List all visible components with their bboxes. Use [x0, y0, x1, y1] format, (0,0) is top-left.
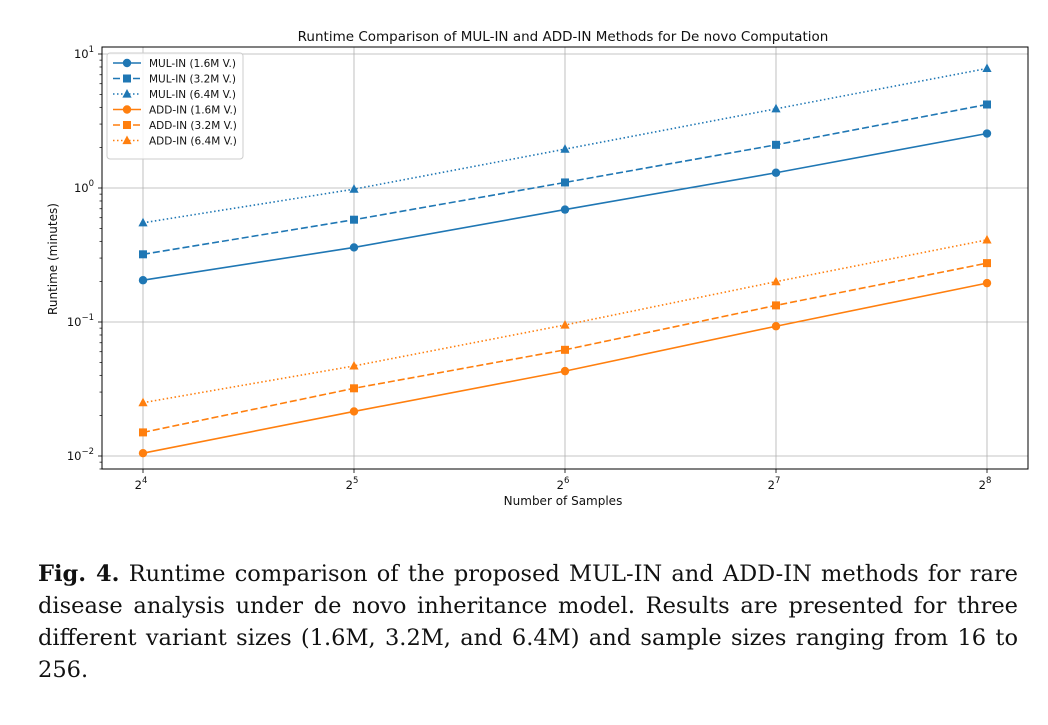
data-point	[349, 184, 359, 193]
plot-area: 24 25 26 27 28 101 100 10−1 10−2 MUL-IN (1.6M V.)…	[67, 45, 1029, 492]
data-point	[771, 103, 781, 113]
data-point	[982, 63, 992, 73]
data-point	[561, 345, 569, 354]
x-tick-label: 27	[768, 476, 781, 492]
data-point	[982, 278, 992, 288]
data-point	[772, 140, 780, 149]
chart-svg: Runtime Comparison of MUL-IN and ADD-IN …	[46, 29, 1029, 508]
series-line-1	[142, 103, 988, 256]
data-point	[560, 205, 570, 214]
chart-title: Runtime Comparison of MUL-IN and ADD-IN …	[298, 29, 829, 45]
legend-marker	[122, 135, 132, 145]
data-point	[560, 144, 570, 153]
legend-marker	[123, 121, 131, 129]
y-tick-label: 100	[74, 179, 94, 195]
x-axis-label: Number of Samples	[504, 494, 623, 508]
legend-label: ADD-IN (3.2M V.)	[149, 120, 237, 132]
data-point	[771, 168, 781, 177]
legend-box	[106, 52, 244, 160]
caption-text: Runtime comparison of the proposed MUL-I…	[38, 561, 1018, 683]
legend-label: ADD-IN (6.4M V.)	[149, 136, 237, 148]
legend-marker	[122, 58, 132, 68]
data-point	[138, 448, 148, 458]
x-tick-label: 26	[557, 476, 570, 492]
legend-label: MUL-IN (6.4M V.)	[149, 89, 236, 101]
data-point	[983, 100, 991, 109]
data-point	[561, 178, 569, 187]
runtime-chart: Runtime Comparison of MUL-IN and ADD-IN …	[46, 29, 1029, 508]
data-point	[350, 215, 358, 224]
data-point	[350, 384, 358, 393]
data-point	[349, 360, 359, 370]
figure-caption: Fig. 4. Runtime comparison of the propos…	[38, 558, 1018, 686]
legend-label: MUL-IN (3.2M V.)	[149, 74, 236, 86]
data-point	[139, 250, 147, 259]
x-tick-label: 28	[979, 476, 992, 492]
y-tick-label: 10−1	[67, 313, 94, 329]
data-point	[560, 319, 570, 329]
y-tick-label: 101	[74, 45, 94, 61]
data-point	[772, 301, 780, 310]
legend-marker	[122, 89, 132, 98]
data-point	[771, 276, 781, 286]
legend-marker	[122, 105, 132, 114]
y-axis-label: Runtime (minutes)	[46, 203, 60, 315]
x-tick-label: 24	[135, 476, 148, 492]
data-point	[771, 322, 781, 331]
data-point	[138, 217, 148, 227]
x-tick-label: 25	[346, 476, 359, 492]
data-point	[138, 276, 148, 285]
data-point	[983, 259, 991, 268]
data-point	[349, 407, 359, 416]
y-tick-label: 10−2	[67, 447, 94, 463]
data-point	[349, 243, 359, 252]
legend-marker	[123, 74, 131, 83]
data-point	[138, 397, 148, 407]
legend-label: MUL-IN (1.6M V.)	[149, 58, 236, 70]
data-point	[982, 234, 992, 244]
data-point	[982, 129, 992, 138]
caption-label: Fig. 4.	[38, 561, 120, 587]
data-point	[139, 428, 147, 437]
legend-label: ADD-IN (1.6M V.)	[149, 105, 237, 117]
data-point	[560, 366, 570, 376]
